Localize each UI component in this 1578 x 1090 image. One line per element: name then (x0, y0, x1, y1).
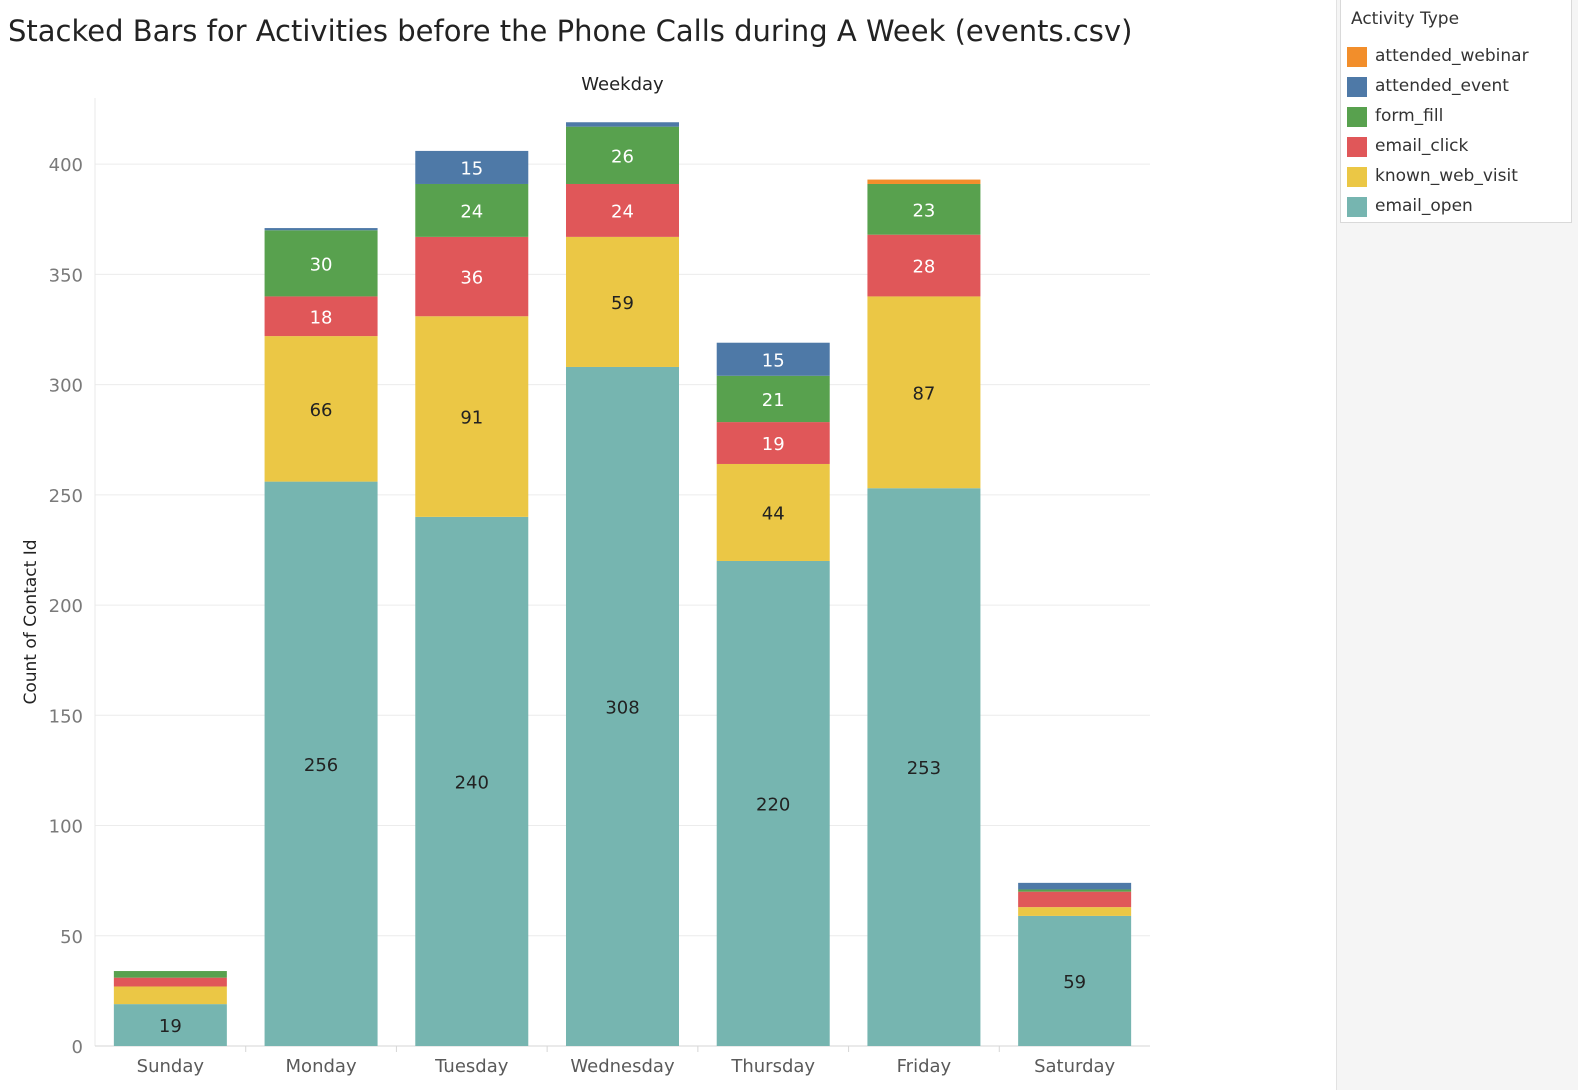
data-label: 19 (159, 1016, 182, 1037)
column-header: Weekday (581, 74, 664, 95)
bar-segment-form_fill (566, 126, 679, 184)
data-label: 21 (762, 390, 785, 411)
bar-segment-email_open (716, 560, 830, 1046)
legend-swatch (1347, 47, 1367, 67)
bar-segment-email_open (566, 366, 679, 1047)
data-label: 28 (912, 257, 935, 278)
data-label: 308 (605, 697, 639, 718)
data-label: 87 (912, 383, 935, 404)
legend-swatch (1347, 137, 1367, 157)
data-label: 24 (460, 201, 483, 222)
bar-segment-attended_event (264, 228, 378, 231)
data-label: 240 (455, 772, 489, 793)
bar-segment-form_fill (415, 183, 529, 237)
bar-segment-known_web_visit (566, 236, 679, 367)
bar-segment-attended_event (566, 122, 679, 127)
x-tick-label: Thursday (730, 1056, 815, 1077)
y-tick-label: 150 (49, 706, 83, 727)
legend-item-form_fill[interactable]: form_fill (1347, 105, 1567, 129)
legend-label: known_web_visit (1375, 166, 1518, 186)
bar-segment-email_click (566, 183, 679, 237)
bar-segment-known_web_visit (113, 986, 227, 1005)
legend-item-email_click[interactable]: email_click (1347, 135, 1567, 159)
bar-segment-form_fill (113, 971, 227, 978)
y-tick-label: 50 (60, 927, 83, 948)
bar-segment-email_click (1018, 891, 1132, 908)
legend-swatch (1347, 107, 1367, 127)
legend-label: form_fill (1375, 106, 1444, 126)
y-axis-label: Count of Contact Id (21, 539, 41, 704)
x-tick-label: Friday (897, 1056, 952, 1077)
bar-segment-attended_event (1018, 882, 1132, 890)
y-tick-label: 400 (49, 155, 83, 176)
legend-label: attended_event (1375, 76, 1509, 96)
y-tick-label: 300 (49, 376, 83, 397)
data-label: 59 (1063, 972, 1086, 993)
legend: Activity Type attended_webinar attended_e… (1340, 0, 1572, 223)
data-label: 256 (304, 755, 338, 776)
bar-segment-known_web_visit (264, 336, 378, 482)
x-tick-label: Saturday (1034, 1056, 1115, 1077)
data-label: 66 (310, 400, 333, 421)
bar-segment-known_web_visit (716, 463, 830, 561)
legend-swatch (1347, 167, 1367, 187)
legend-swatch (1347, 77, 1367, 97)
legend-swatch (1347, 197, 1367, 217)
bar-segment-email_click (113, 977, 227, 987)
legend-title: Activity Type (1351, 9, 1460, 29)
chart-title: Stacked Bars for Activities before the P… (8, 14, 1133, 48)
x-tick-label: Tuesday (434, 1056, 509, 1077)
data-label: 18 (310, 307, 333, 328)
bar-segment-form_fill (716, 375, 830, 423)
bar-segment-email_open (1018, 915, 1132, 1046)
bar-segment-form_fill (1018, 889, 1132, 892)
y-tick-label: 100 (49, 817, 83, 838)
bar-segment-known_web_visit (415, 316, 529, 517)
bar-segment-known_web_visit (867, 296, 981, 489)
data-label: 220 (756, 794, 790, 815)
bar-segment-form_fill (867, 183, 981, 235)
x-tick-label: Wednesday (570, 1056, 675, 1077)
data-label: 19 (762, 434, 785, 455)
legend-item-known_web_visit[interactable]: known_web_visit (1347, 165, 1567, 189)
legend-label: email_open (1375, 196, 1473, 216)
data-label: 36 (460, 268, 483, 289)
data-label: 91 (460, 408, 483, 429)
data-label: 30 (310, 254, 333, 275)
bar-segment-email_click (867, 234, 981, 297)
data-label: 59 (611, 293, 634, 314)
legend-label: attended_webinar (1375, 46, 1529, 66)
bar-segment-email_open (264, 481, 378, 1046)
bar-segment-attended_event (415, 150, 529, 184)
bar-segment-email_click (264, 296, 378, 337)
data-label: 44 (762, 503, 785, 524)
y-tick-label: 350 (49, 265, 83, 286)
x-tick-label: Sunday (137, 1056, 205, 1077)
y-tick-label: 250 (49, 486, 83, 507)
data-label: 24 (611, 201, 634, 222)
data-label: 15 (762, 350, 785, 371)
bar-segment-email_open (113, 1004, 227, 1046)
legend-item-email_open[interactable]: email_open (1347, 195, 1567, 219)
bar-segment-form_fill (264, 230, 378, 297)
legend-label: email_click (1375, 136, 1469, 156)
bar-segment-known_web_visit (1018, 907, 1132, 916)
bar-segment-email_click (415, 236, 529, 317)
data-label: 26 (611, 146, 634, 167)
bar-segment-email_open (415, 516, 529, 1046)
chart-area: 0 50 100 150 200 250 300 350 400 Weekday Count of … (21, 74, 1150, 1077)
bar-segment-attended_webinar (867, 179, 981, 184)
bar-segment-email_click (716, 422, 830, 464)
y-tick-label: 0 (72, 1037, 83, 1058)
data-label: 15 (460, 158, 483, 179)
y-tick-label: 200 (49, 596, 83, 617)
bar-segment-attended_event (716, 342, 830, 376)
legend-item-attended_event[interactable]: attended_event (1347, 75, 1567, 99)
data-label: 253 (907, 758, 941, 779)
x-tick-label: Monday (286, 1056, 357, 1077)
data-label: 23 (912, 200, 935, 221)
bar-segment-email_open (867, 488, 981, 1046)
legend-item-attended_webinar[interactable]: attended_webinar (1347, 45, 1567, 69)
